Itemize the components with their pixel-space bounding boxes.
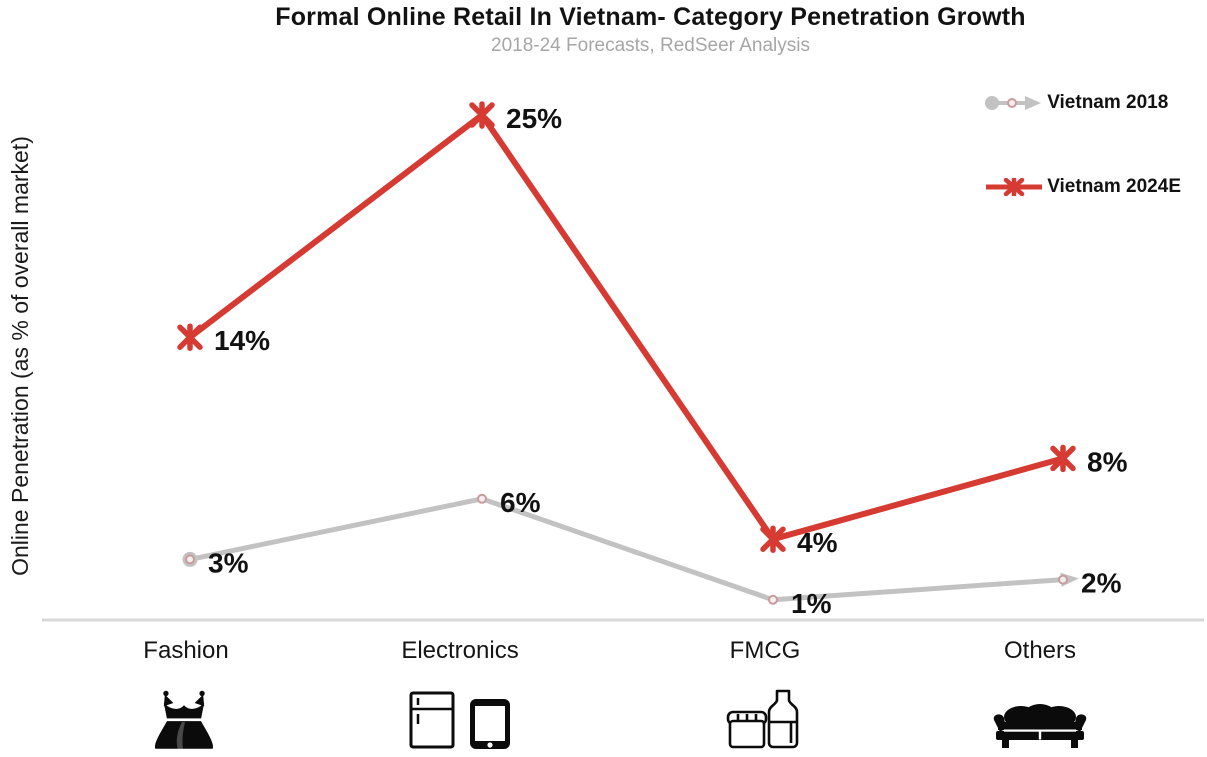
category-icon-others (990, 684, 1090, 750)
category-label-fmcg: FMCG (729, 637, 801, 664)
legend-marker-2018-dot-line-arrow-icon (985, 96, 1042, 110)
svg-text:4%: 4% (797, 527, 838, 558)
svg-text:6%: 6% (500, 487, 541, 518)
legend-item-2024e: Vietnam 2024E (985, 176, 1181, 198)
chart-subtitle: 2018-24 Forecasts, RedSeer Analysis (491, 35, 810, 56)
legend-marker-2024e-line-x-icon (986, 178, 1043, 196)
grocery-carton-icon (726, 689, 799, 749)
svg-text:3%: 3% (208, 547, 249, 578)
tablet-icon (470, 699, 510, 749)
chart-header: Formal Online Retail In Vietnam- Categor… (100, 3, 1201, 57)
svg-text:14%: 14% (214, 325, 270, 356)
category-icon-electronics (409, 684, 511, 750)
svg-text:25%: 25% (506, 103, 562, 134)
refrigerator-icon (409, 691, 455, 749)
svg-text:1%: 1% (791, 588, 832, 619)
category-label-others: Others (1003, 637, 1077, 664)
category-icon-fashion (150, 684, 218, 750)
category-icon-fmcg (725, 684, 805, 750)
legend-item-2018: Vietnam 2018 (985, 92, 1181, 114)
category-label-electronics: Electronics (401, 637, 519, 664)
sofa-icon (993, 704, 1087, 748)
chart-title: Formal Online Retail In Vietnam- Categor… (275, 3, 1026, 31)
svg-text:2%: 2% (1081, 568, 1122, 599)
legend-label-2018: Vietnam 2018 (1047, 92, 1169, 113)
svg-text:8%: 8% (1087, 446, 1128, 477)
legend-label-2024e: Vietnam 2024E (1047, 176, 1181, 197)
dress-icon (154, 690, 214, 749)
category-label-fashion: Fashion (143, 637, 229, 664)
legend: Vietnam 2018 Vietnam 2024E (985, 92, 1181, 198)
